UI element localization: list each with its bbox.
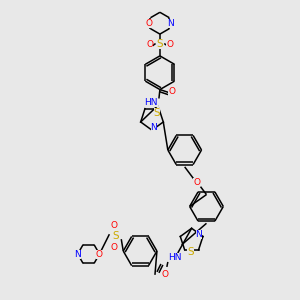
Text: N: N	[74, 250, 81, 259]
Text: O: O	[111, 221, 118, 230]
Text: O: O	[161, 270, 168, 279]
Text: N: N	[151, 123, 157, 132]
Text: HN: HN	[144, 98, 158, 107]
Text: N: N	[196, 230, 202, 239]
Text: HN: HN	[168, 253, 182, 262]
Text: O: O	[111, 243, 118, 252]
Text: N: N	[167, 19, 174, 28]
Text: S: S	[112, 231, 119, 241]
Text: O: O	[146, 19, 152, 28]
Text: O: O	[193, 178, 200, 187]
Text: O: O	[166, 40, 173, 50]
Text: O: O	[96, 250, 103, 259]
Text: O: O	[146, 40, 154, 50]
Text: S: S	[187, 247, 194, 257]
Text: S: S	[154, 108, 160, 118]
Text: O: O	[168, 87, 175, 96]
Text: S: S	[157, 39, 163, 49]
